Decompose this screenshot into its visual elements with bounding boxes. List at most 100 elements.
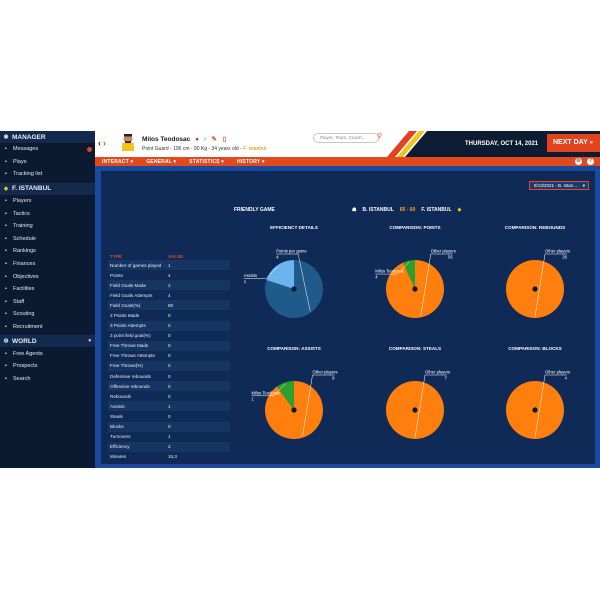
player-name: Milos Teodosac [142,136,191,143]
slice-name-label: Other players [313,370,338,375]
male-icon: ♂ [202,136,208,143]
sidebar-item-free-agents[interactable]: ▪ Free Agents [0,347,95,360]
sidebar-item-label: Staff [13,298,25,305]
menu-general[interactable]: GENERAL ▾ [146,158,177,165]
pie-center-dot [412,407,418,413]
stat-type: Number of games played [110,262,162,268]
sidebar-item-prospects[interactable]: ▪ Prospects [0,360,95,373]
sidebar-item-training[interactable]: ▪ Training [0,220,95,233]
pie-slice[interactable] [403,260,415,289]
sidebar-section-manager[interactable]: ◉ MANAGER [0,131,95,143]
help-icon[interactable]: ? [587,158,594,165]
stat-type: Minutes [110,454,127,460]
top-header: ‹ › Milos Teodosac ● ♂ ✎ ▯ Point Guard - … [95,131,600,157]
sidebar-item-label: Free Agents [13,350,43,357]
slice-name-label: Points per game [276,249,307,254]
sidebar-section-club[interactable]: ◆ F. ISTANBUL [0,182,95,195]
stat-value: 1 [168,262,171,268]
chevron-right-icon: » [589,140,593,146]
slice-value-label: 4 [276,255,279,260]
sidebar-item-schedule[interactable]: ▪ Schedule [0,233,95,246]
slice-name-label: Milos Teodosac [251,390,280,395]
table-row: Steals 0 [108,411,230,421]
menu-history[interactable]: HISTORY ▾ [237,158,265,165]
slice-value-label: 4 [565,376,568,381]
manager-icon: ◉ [3,134,9,140]
sidebar-item-label: Messages [13,146,39,153]
prospects-icon: ▪ [5,363,7,370]
sidebar-item-label: Rankings [13,248,36,255]
team-badge-icon: ● [195,136,200,143]
table-header: TYPE VALUE [108,254,230,260]
sidebar-item-objectives[interactable]: ▪ Objectives [0,270,95,283]
menu-interact[interactable]: INTERACT ▾ [102,158,134,165]
sidebar-item-facilities[interactable]: ▪ Facilities [0,283,95,296]
stat-type: Field Goals Attempts [110,292,153,298]
table-row: Free Throws(%) 0 [108,360,230,372]
forward-arrow-icon[interactable]: › [103,138,106,148]
app-window: ◉ MANAGER ▪ Messages ▪ Plays ▪ Tracking list … [0,131,600,468]
players-icon: ▪ [5,198,7,205]
sidebar-item-rankings[interactable]: ▪ Rankings [0,245,95,258]
sidebar-section-world[interactable]: ◍ WORLD ▾ [0,335,95,348]
stat-type: Free Throws Made [110,343,149,349]
stat-type: Free Throws Attempts [110,353,155,359]
player-team-link[interactable]: F. Istanbul [243,146,266,152]
slice-name-label: Other players [545,249,570,254]
table-row: Offensive rebounds 0 [108,381,230,392]
slice-value-label: 1 [244,279,247,284]
sub-menu-bar: INTERACT ▾ GENERAL ▾ STATISTICS ▾ HISTOR… [95,157,600,166]
chart-title: COMPARISON: ASSISTS [267,346,321,351]
sidebar-item-label: Objectives [13,273,39,280]
column-header-type: TYPE [110,254,122,259]
sidebar-item-label: Plays [13,158,27,165]
chevron-down-icon[interactable]: ▾ [88,338,91,345]
pie-slice[interactable] [266,260,294,289]
sidebar-item-tactics[interactable]: ▪ Tactics [0,207,95,220]
stats-table: TYPE VALUE Number of games played 1 Points… [108,254,230,462]
table-row: Field Goals(%) 50 [108,300,230,311]
sidebar-item-players[interactable]: ▪ Players [0,195,95,208]
clipboard-icon: ▪ [5,158,7,165]
sidebar-item-finances[interactable]: ▪ Finances [0,258,95,271]
stat-type: Efficiency [110,444,130,450]
pie-chart-1: EFFICIENCY DETAILS Points per game 4 Assist… [232,225,356,337]
menu-statistics[interactable]: STATISTICS ▾ [189,158,225,165]
sidebar-item-plays[interactable]: ▪ Plays [0,156,95,169]
slice-name-label: Milos Teodosac [375,269,404,274]
search-icon[interactable]: ⚲ [377,133,383,140]
back-arrow-icon[interactable]: ‹ [98,138,101,148]
next-day-label: NEXT DAY [553,139,588,146]
sidebar-item-search[interactable]: ▪ Search [0,373,95,386]
sidebar-item-scouting[interactable]: ▪ Scouting [0,308,95,321]
chart-title: EFFICIENCY DETAILS [270,225,318,230]
settings-icon[interactable]: ⚙ [575,158,582,165]
team1-name[interactable]: B. ISTANBUL [362,207,394,213]
bookmark-icon[interactable]: ▯ [222,136,227,143]
match-select[interactable]: 8/13/2021 - B. Istan... ▾ [529,181,589,190]
note-icon[interactable]: ✎ [211,136,217,143]
stat-value: 0 [168,333,171,339]
label-leader-line [420,253,453,316]
free-agents-icon: ▪ [5,350,7,357]
pie-center-dot [291,407,297,413]
match-score: 65 - 60 [399,207,416,213]
table-row: Defensive rebounds 0 [108,371,230,381]
stat-type: Field Goals(%) [110,302,141,308]
sidebar-item-recruitment[interactable]: ▪ Recruitment [0,321,95,334]
sidebar-item-label: Players [13,198,32,205]
sidebar-item-label: Schedule [13,235,36,242]
sidebar-item-label: Search [13,375,31,382]
sidebar-item-tracking-list[interactable]: ▪ Tracking list [0,168,95,181]
staff-icon: ▪ [5,298,7,305]
sidebar-item-staff[interactable]: ▪ Staff [0,296,95,309]
search-input[interactable]: Player, Team, Coach... [313,133,379,143]
next-day-button[interactable]: NEXT DAY » [547,134,600,152]
label-leader-line [243,266,278,279]
slice-name-label: Assists [244,273,257,278]
sidebar-item-messages[interactable]: ▪ Messages [0,143,95,156]
team2-name[interactable]: F. ISTANBUL [421,207,452,213]
history-navigation: ‹ › [98,138,108,148]
label-leader-line [251,383,286,397]
score-row: ☗ B. ISTANBUL 65 - 60 F. ISTANBUL ◆ [352,207,461,213]
